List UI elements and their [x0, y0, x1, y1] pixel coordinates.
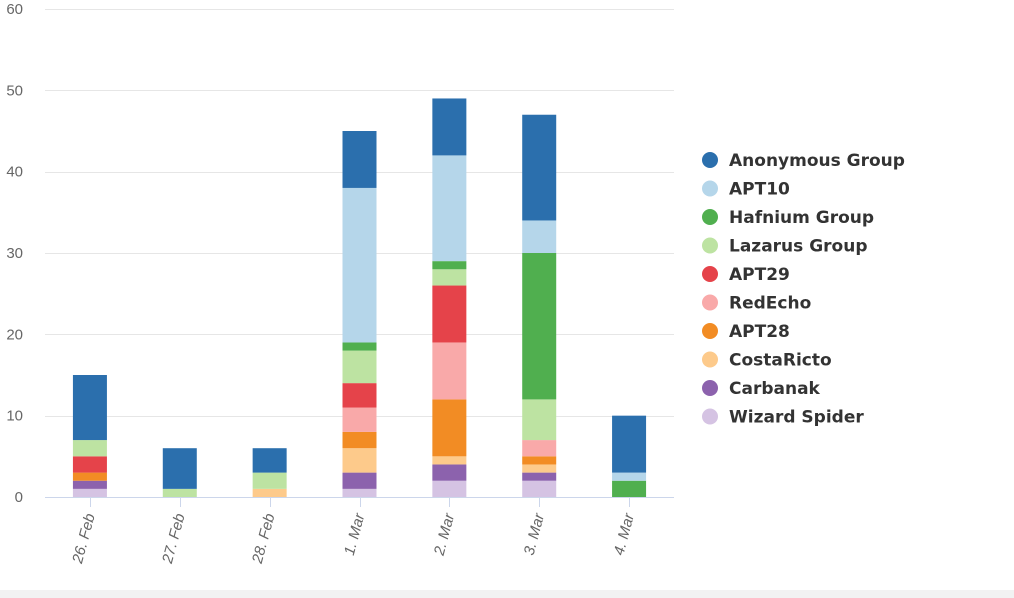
- legend-swatch: [702, 152, 718, 168]
- bar-segment: [252, 448, 287, 473]
- bar-segment: [522, 220, 557, 253]
- bar-segment: [522, 464, 557, 473]
- bar-segment: [72, 488, 107, 497]
- bar-segment: [432, 456, 467, 465]
- bar-segment: [162, 448, 197, 489]
- legend-label: Wizard Spider: [729, 408, 864, 428]
- bar-segment: [522, 253, 557, 400]
- bar-segment: [432, 464, 467, 481]
- bar-segment: [342, 342, 377, 351]
- x-tick-label: 26. Feb: [69, 512, 99, 567]
- bar-segment: [432, 269, 467, 286]
- bar-segment: [612, 415, 647, 473]
- bar-segment: [522, 399, 557, 441]
- bar-segment: [72, 456, 107, 473]
- legend-item: APT10: [702, 180, 790, 200]
- bar-segment: [612, 472, 647, 481]
- y-tick-label: 30: [6, 245, 23, 262]
- x-tick-label: 28. Feb: [249, 512, 279, 567]
- legend-label: APT29: [729, 265, 790, 285]
- bar-segment: [342, 431, 377, 449]
- legend-swatch: [702, 209, 718, 225]
- bar-segment: [432, 98, 467, 156]
- bar-segment: [522, 456, 557, 465]
- y-tick-label: 40: [6, 164, 23, 181]
- legend-swatch: [702, 237, 718, 254]
- x-tick-label: 1. Mar: [341, 511, 369, 557]
- bar-segment: [432, 261, 467, 270]
- legend-swatch: [702, 180, 718, 197]
- bar-segment: [522, 114, 557, 221]
- x-tick-label: 27. Feb: [159, 512, 189, 567]
- legend-label: CostaRicto: [729, 351, 832, 371]
- bar-segment: [72, 440, 107, 457]
- bar-segment: [342, 472, 377, 489]
- x-tick-label: 4. Mar: [611, 511, 639, 557]
- bars: [72, 98, 647, 497]
- bar-segment: [432, 155, 467, 262]
- bar-segment: [72, 472, 107, 481]
- legend-label: Carbanak: [729, 379, 821, 399]
- legend-label: Anonymous Group: [729, 151, 905, 171]
- legend-item: CostaRicto: [702, 351, 832, 371]
- bar-segment: [342, 131, 377, 188]
- legend-item: Hafnium Group: [702, 208, 874, 228]
- bar-segment: [72, 480, 107, 489]
- bar-segment: [342, 383, 377, 408]
- bar-segment: [252, 488, 287, 497]
- x-tick-label: 3. Mar: [521, 511, 549, 557]
- legend-item: Carbanak: [702, 379, 821, 399]
- legend-label: APT10: [729, 180, 790, 200]
- y-tick-label: 10: [6, 408, 23, 425]
- legend-item: APT28: [702, 322, 790, 342]
- legend-label: Lazarus Group: [729, 237, 867, 257]
- bar-segment: [342, 448, 377, 473]
- y-tick-label: 0: [15, 489, 23, 506]
- bar-segment: [342, 350, 377, 384]
- legend-item: Lazarus Group: [702, 237, 867, 257]
- bar-segment: [432, 342, 467, 400]
- legend-swatch: [702, 380, 718, 396]
- bar-segment: [522, 472, 557, 481]
- bar-segment: [432, 399, 467, 457]
- legend-item: Wizard Spider: [702, 408, 864, 428]
- legend-item: RedEcho: [702, 294, 811, 314]
- x-tick-label: 2. Mar: [431, 511, 459, 558]
- bar-segment: [432, 480, 467, 497]
- bar-segment: [612, 480, 647, 497]
- y-tick-label: 20: [6, 326, 23, 343]
- bar-segment: [162, 488, 197, 497]
- bar-segment: [342, 488, 377, 497]
- legend-label: RedEcho: [729, 294, 811, 314]
- legend: Anonymous Group APT10 Hafnium Group Lazarus…: [702, 151, 905, 428]
- legend-swatch: [702, 294, 718, 311]
- bar-segment: [432, 285, 467, 343]
- legend-label: Hafnium Group: [729, 208, 874, 228]
- bar-segment: [342, 187, 377, 343]
- bar-segment: [72, 375, 107, 441]
- legend-swatch: [702, 323, 718, 339]
- bar-segment: [342, 407, 377, 432]
- legend-swatch: [702, 266, 718, 282]
- legend-swatch: [702, 408, 718, 425]
- legend-item: APT29: [702, 265, 790, 285]
- bar-segment: [252, 472, 287, 489]
- bottom-scroll-strip: [0, 590, 1014, 598]
- y-tick-label: 50: [6, 82, 23, 99]
- legend-swatch: [702, 351, 718, 368]
- legend-label: APT28: [729, 322, 790, 342]
- bar-segment: [522, 440, 557, 457]
- bar-segment: [522, 480, 557, 497]
- legend-item: Anonymous Group: [702, 151, 905, 171]
- y-tick-label: 60: [6, 1, 23, 18]
